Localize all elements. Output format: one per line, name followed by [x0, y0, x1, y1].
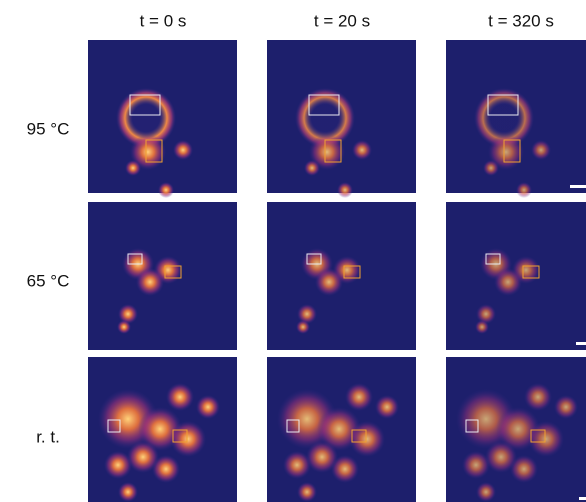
fluorescence — [296, 320, 310, 334]
fluorescence — [349, 421, 385, 457]
fluorescence — [196, 395, 220, 419]
fluorescence — [297, 482, 317, 502]
fluorescence — [315, 268, 343, 296]
fluorescence — [166, 383, 194, 411]
fluorescence — [170, 421, 206, 457]
micrograph-panel — [446, 357, 586, 502]
micrograph-panel — [267, 40, 416, 198]
fluorescence — [337, 182, 353, 198]
micrograph-panel — [267, 202, 416, 350]
micrograph-panel — [88, 40, 237, 198]
fluorescence — [494, 268, 522, 296]
micrograph-panel — [446, 202, 586, 350]
fluorescence — [118, 482, 138, 502]
column-label: t = 20 s — [314, 11, 370, 30]
fluorescence — [476, 482, 496, 502]
row-label: 95 °C — [27, 119, 70, 138]
micrograph-panel — [267, 357, 416, 502]
fluorescence — [158, 182, 174, 198]
fluorescence — [483, 160, 499, 176]
micrograph-panel — [88, 202, 237, 350]
fluorescence — [375, 395, 399, 419]
micrograph-panel — [88, 357, 237, 502]
fluorescence — [173, 140, 193, 160]
row-label: 65 °C — [27, 271, 70, 290]
fluorescence — [306, 441, 338, 473]
scale-bar — [579, 497, 586, 500]
fluorescence — [304, 160, 320, 176]
fluorescence — [125, 160, 141, 176]
row-label: r. t. — [36, 427, 60, 446]
column-label: t = 0 s — [140, 11, 187, 30]
fluorescence — [524, 383, 552, 411]
fluorescence — [516, 182, 532, 198]
micrograph-panel — [446, 40, 586, 198]
fluorescence — [554, 395, 578, 419]
fluorescence — [127, 441, 159, 473]
fluorescence — [475, 320, 489, 334]
fluorescence — [117, 320, 131, 334]
fluorescence — [531, 140, 551, 160]
scale-bar — [576, 342, 586, 345]
fluorescence — [528, 421, 564, 457]
fluorescence — [485, 441, 517, 473]
figure: t = 0 s t = 20 s t = 320 s 95 °C 65 °C r. t. — [0, 0, 586, 502]
column-label: t = 320 s — [488, 11, 554, 30]
scale-bar — [570, 185, 586, 188]
fluorescence — [136, 268, 164, 296]
fluorescence — [345, 383, 373, 411]
fluorescence — [352, 140, 372, 160]
